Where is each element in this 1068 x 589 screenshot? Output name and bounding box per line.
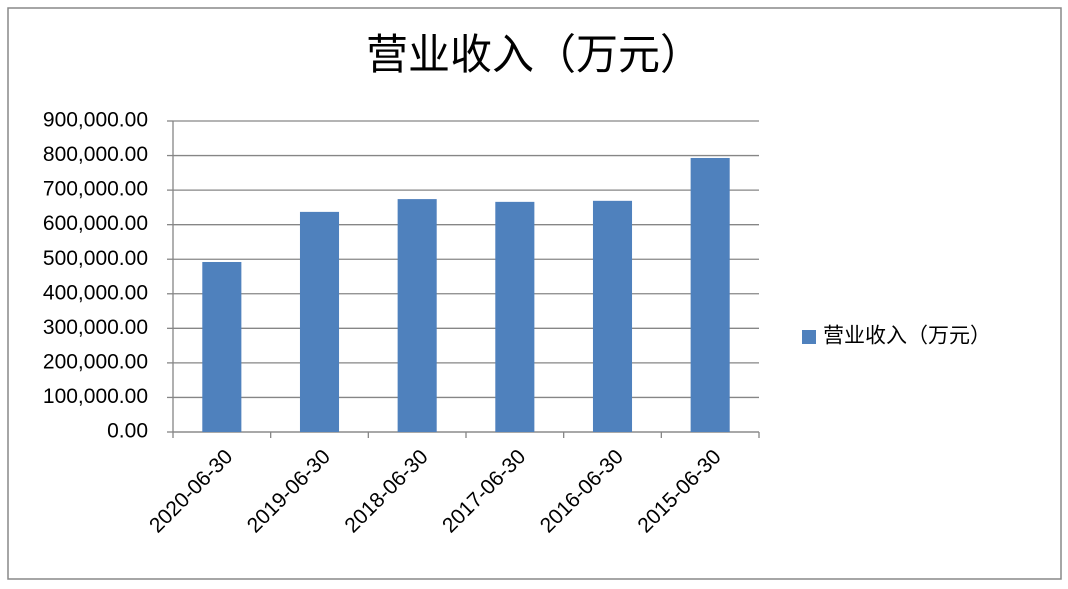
y-tick-label: 300,000.00 [43,316,148,339]
y-tick-label: 900,000.00 [43,109,148,132]
bar [202,261,242,432]
y-tick-label: 500,000.00 [43,247,148,270]
bar [397,199,437,432]
y-tick-label: 800,000.00 [43,143,148,166]
y-tick-label: 600,000.00 [43,212,148,235]
y-tick-label: 0.00 [107,420,148,443]
bar [495,201,535,432]
y-tick-label: 200,000.00 [43,350,148,373]
bar [592,200,633,432]
y-tick-label: 100,000.00 [43,385,148,408]
bar [299,211,340,432]
chart-title: 营业收入（万元） [366,31,702,78]
y-tick-label: 400,000.00 [43,281,148,304]
bar [690,157,730,433]
legend-label: 营业收入（万元） [823,325,991,348]
y-tick-label: 700,000.00 [43,178,148,201]
legend-swatch [802,330,816,344]
